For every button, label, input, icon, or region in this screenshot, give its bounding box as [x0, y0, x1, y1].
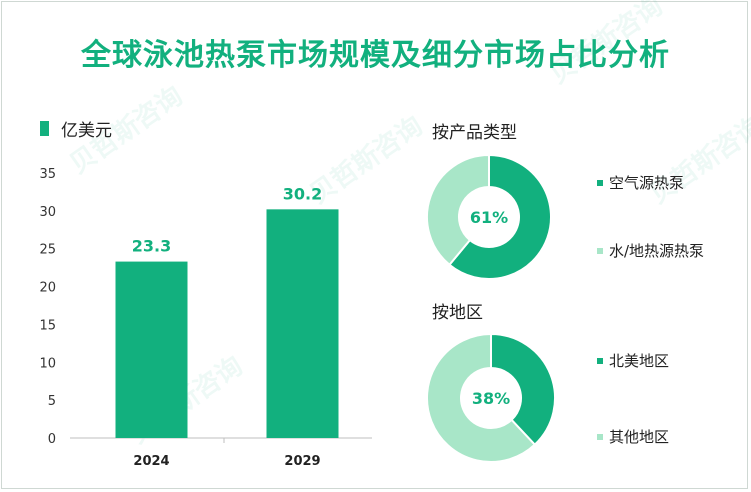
bar-2029	[266, 209, 339, 438]
legend-dot	[597, 247, 603, 254]
y-tick-label: 35	[39, 167, 56, 182]
bar-value-label: 23.3	[132, 237, 171, 256]
y-tick-label: 25	[39, 243, 56, 258]
chart-title: 全球泳池热泵市场规模及细分市场占比分析	[81, 38, 670, 73]
pie1-legend-1: 空气源热泵	[597, 172, 684, 193]
pie1-subtitle: 按产品类型	[432, 123, 517, 143]
y-tick-label: 20	[39, 281, 56, 296]
legend-swatch	[40, 121, 49, 136]
legend-dot	[597, 357, 603, 364]
legend-label: 其他地区	[609, 428, 670, 446]
x-tick-label: 2029	[284, 454, 320, 469]
pie1-legend-2: 水/地热源热泵	[597, 240, 704, 261]
y-tick-label: 0	[48, 432, 56, 447]
legend-label: 北美地区	[609, 352, 670, 370]
y-tick-label: 5	[48, 394, 56, 409]
pie2-legend-2: 其他地区	[597, 426, 669, 447]
x-tick-label: 2024	[133, 454, 169, 469]
y-tick-label: 15	[39, 318, 56, 333]
pie2-subtitle: 按地区	[432, 303, 483, 323]
legend-label: 空气源热泵	[609, 174, 685, 192]
bar-legend: 亿美元	[40, 116, 112, 141]
legend-dot	[597, 179, 603, 186]
bar-chart: 0 5 10 15 20 25 30 35 23.3 2024 30.2 2029	[39, 167, 372, 469]
legend-dot	[597, 433, 603, 440]
pie2-legend-1: 北美地区	[597, 350, 669, 371]
legend-label: 水/地热源热泵	[609, 242, 705, 260]
y-tick-label: 30	[39, 205, 56, 220]
y-tick-label: 10	[39, 356, 56, 371]
legend-label: 亿美元	[61, 121, 112, 141]
bar-2024	[115, 261, 188, 438]
bar-value-label: 30.2	[283, 184, 322, 203]
